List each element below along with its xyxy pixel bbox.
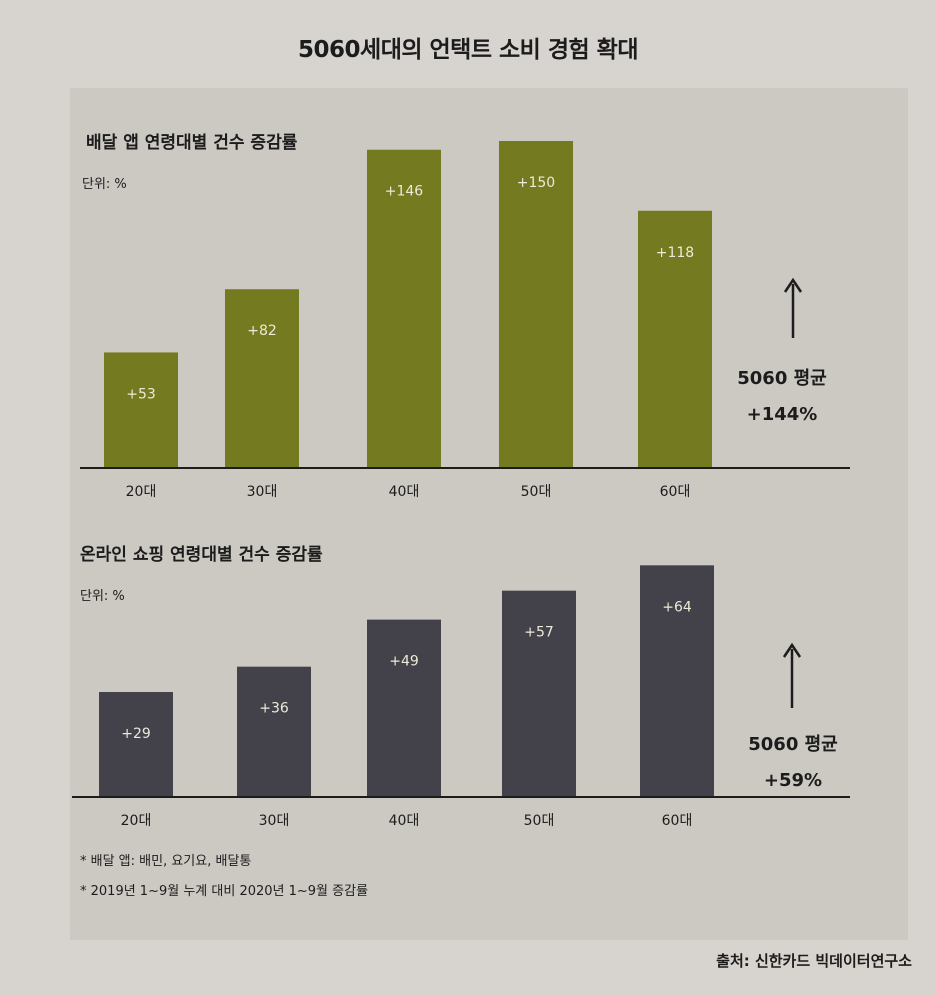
shopping-bar-label: +36 [259,701,289,717]
shopping-bar-label: +49 [389,654,419,670]
shopping-bar-label: +29 [121,726,151,742]
shopping-unit-label: 단위: % [80,589,125,604]
delivery-up-arrow-head-icon [783,277,803,293]
shopping-bar-50대 [502,590,576,797]
delivery-average-label: 5060 평균 [737,368,826,389]
shopping-up-arrow-head-icon [782,642,802,658]
source-credit: 출처: 신한카드 빅데이터연구소 [716,952,912,970]
delivery-bar-label: +82 [247,323,277,339]
delivery-unit-label: 단위: % [82,177,127,192]
shopping-bar-30대 [237,666,311,797]
delivery-average-value: +144% [747,404,818,425]
shopping-category-label: 40대 [389,813,420,829]
delivery-bar-40대 [367,149,441,468]
delivery-bar-30대 [225,289,299,468]
shopping-average-label: 5060 평균 [748,734,837,755]
delivery-bar-label: +53 [126,386,156,402]
shopping-chart-title: 온라인 쇼핑 연령대별 건수 증감률 [80,544,323,565]
delivery-category-label: 20대 [126,484,157,500]
footnote-period: * 2019년 1~9월 누계 대비 2020년 1~9월 증감률 [80,884,369,899]
delivery-bar-60대 [638,210,712,468]
shopping-category-label: 60대 [662,813,693,829]
delivery-category-label: 60대 [660,484,691,500]
shopping-bar-label: +64 [662,599,692,615]
shopping-category-label: 20대 [121,813,152,829]
shopping-category-label: 30대 [259,813,290,829]
delivery-bar-20대 [104,352,178,468]
shopping-bar-60대 [640,565,714,797]
shopping-bar-20대 [99,692,173,797]
delivery-chart-title: 배달 앱 연령대별 건수 증감률 [86,132,298,153]
delivery-category-label: 50대 [521,484,552,500]
delivery-category-label: 40대 [389,484,420,500]
delivery-bar-label: +118 [656,245,694,261]
delivery-bar-50대 [499,141,573,468]
main-title: 5060세대의 언택트 소비 경험 확대 [298,37,638,63]
delivery-category-label: 30대 [247,484,278,500]
footnote-delivery-apps: * 배달 앱: 배민, 요기요, 배달통 [80,854,252,869]
shopping-bar-40대 [367,619,441,797]
delivery-bar-label: +150 [517,175,555,191]
shopping-category-label: 50대 [524,813,555,829]
shopping-bar-label: +57 [524,625,554,641]
delivery-bar-label: +146 [385,184,424,200]
shopping-average-value: +59% [764,770,822,791]
